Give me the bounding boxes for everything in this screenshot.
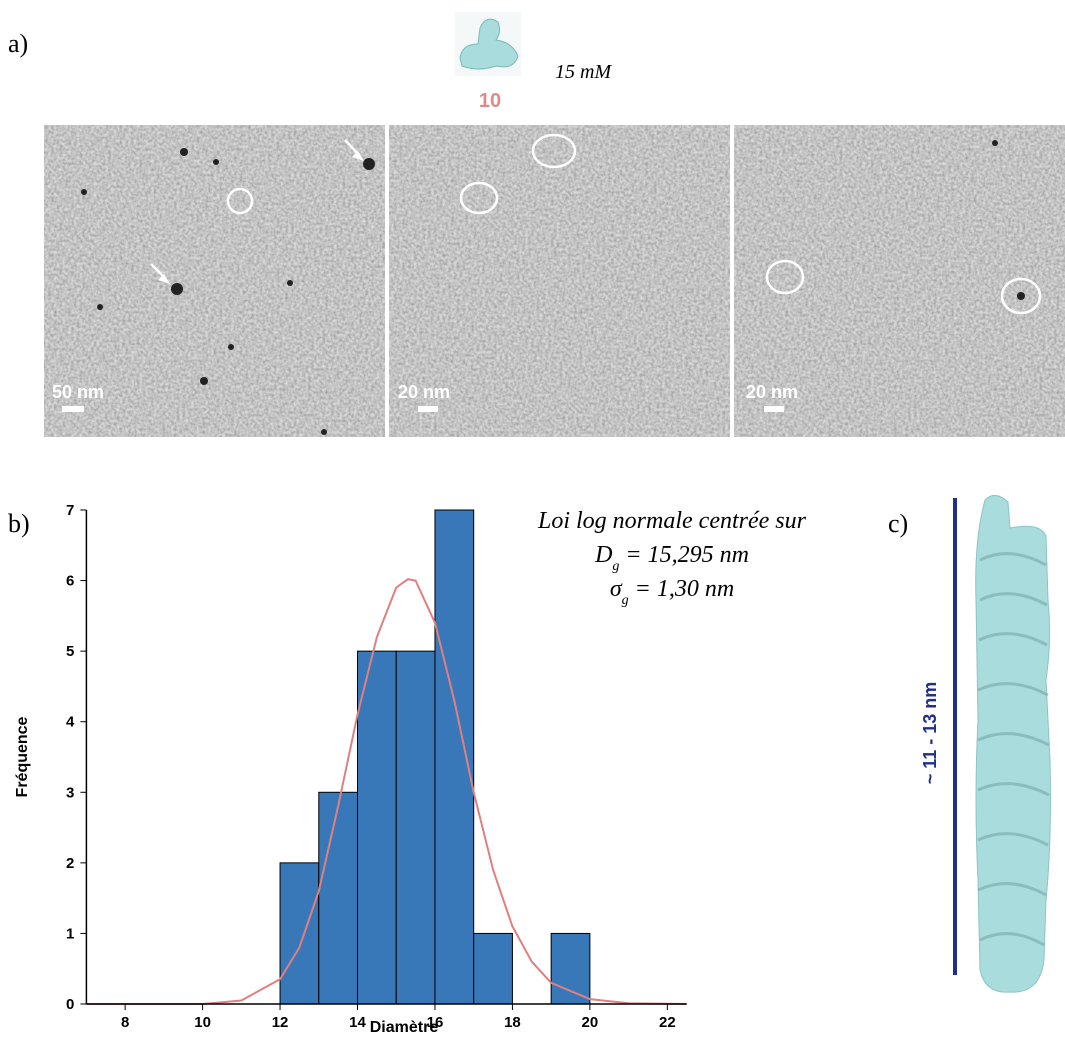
annotation-line: Loi log normale centrée sur [537,508,807,534]
panel-label: a) [8,29,28,58]
y-tick-label: 5 [66,643,74,660]
annotation: Loi log normale centrée sur Dg = 15,295 n… [537,508,807,608]
x-tick-label: 16 [427,1014,444,1031]
annotation-line: Dg = 15,295 nm [594,542,749,574]
particles [81,140,1025,435]
fit-curve [86,578,687,1005]
y-tick-label: 1 [66,925,74,942]
y-tick-label: 4 [66,714,75,731]
scale-label: 50 nm [52,382,104,402]
panel-label: c) [888,509,908,538]
panel-label: b) [8,509,30,538]
annotation-text: = 1,30 nm [629,576,735,602]
x-tick-label: 8 [121,1014,129,1031]
x-tick-label: 14 [349,1014,366,1031]
molecule-icon [455,12,521,76]
micrograph [389,125,730,437]
symbol: D [594,542,612,568]
scale-label: 20 nm [746,382,798,402]
bar [550,932,591,1005]
micrograph [44,125,385,437]
concentration: 15 mM [555,61,612,83]
x-tick-label: 10 [194,1014,211,1031]
subscript: g [622,593,629,608]
y-tick-label: 7 [66,502,74,519]
x-tick-label: 20 [582,1014,599,1031]
x-axis-label: Diamètre [370,1019,439,1036]
y-tick-label: 2 [66,855,74,872]
highlights [150,133,1042,315]
scale-label: 20 nm [398,382,450,402]
scale-bars [62,406,784,412]
length-label: ~ 11 - 13 nm [920,682,940,785]
x-tick-label: 18 [504,1014,521,1031]
bar [434,509,475,1005]
y-tick-label: 3 [66,784,74,801]
annotation-text: Loi log normale centrée sur [537,508,807,534]
subscript: g [612,559,619,574]
x-tick-label: 22 [659,1014,676,1031]
arrowheads [158,151,364,284]
x-tick-label: 12 [272,1014,289,1031]
bar [395,650,436,1005]
y-axis-label: Fréquence [14,716,31,797]
bar [279,862,320,1005]
annotation-line: σg = 1,30 nm [610,576,734,608]
helix [975,495,1051,993]
annotation-text: = 15,295 nm [619,542,749,568]
y-tick-label: 0 [66,996,74,1013]
bar [318,791,359,1005]
bar [357,650,397,1005]
compound-label: 10 [479,90,501,112]
y-tick-label: 6 [66,573,74,590]
micrographs: 50 nm 20 nm 20 nm [44,125,1065,437]
bar [473,932,513,1005]
symbol: σ [610,576,623,602]
